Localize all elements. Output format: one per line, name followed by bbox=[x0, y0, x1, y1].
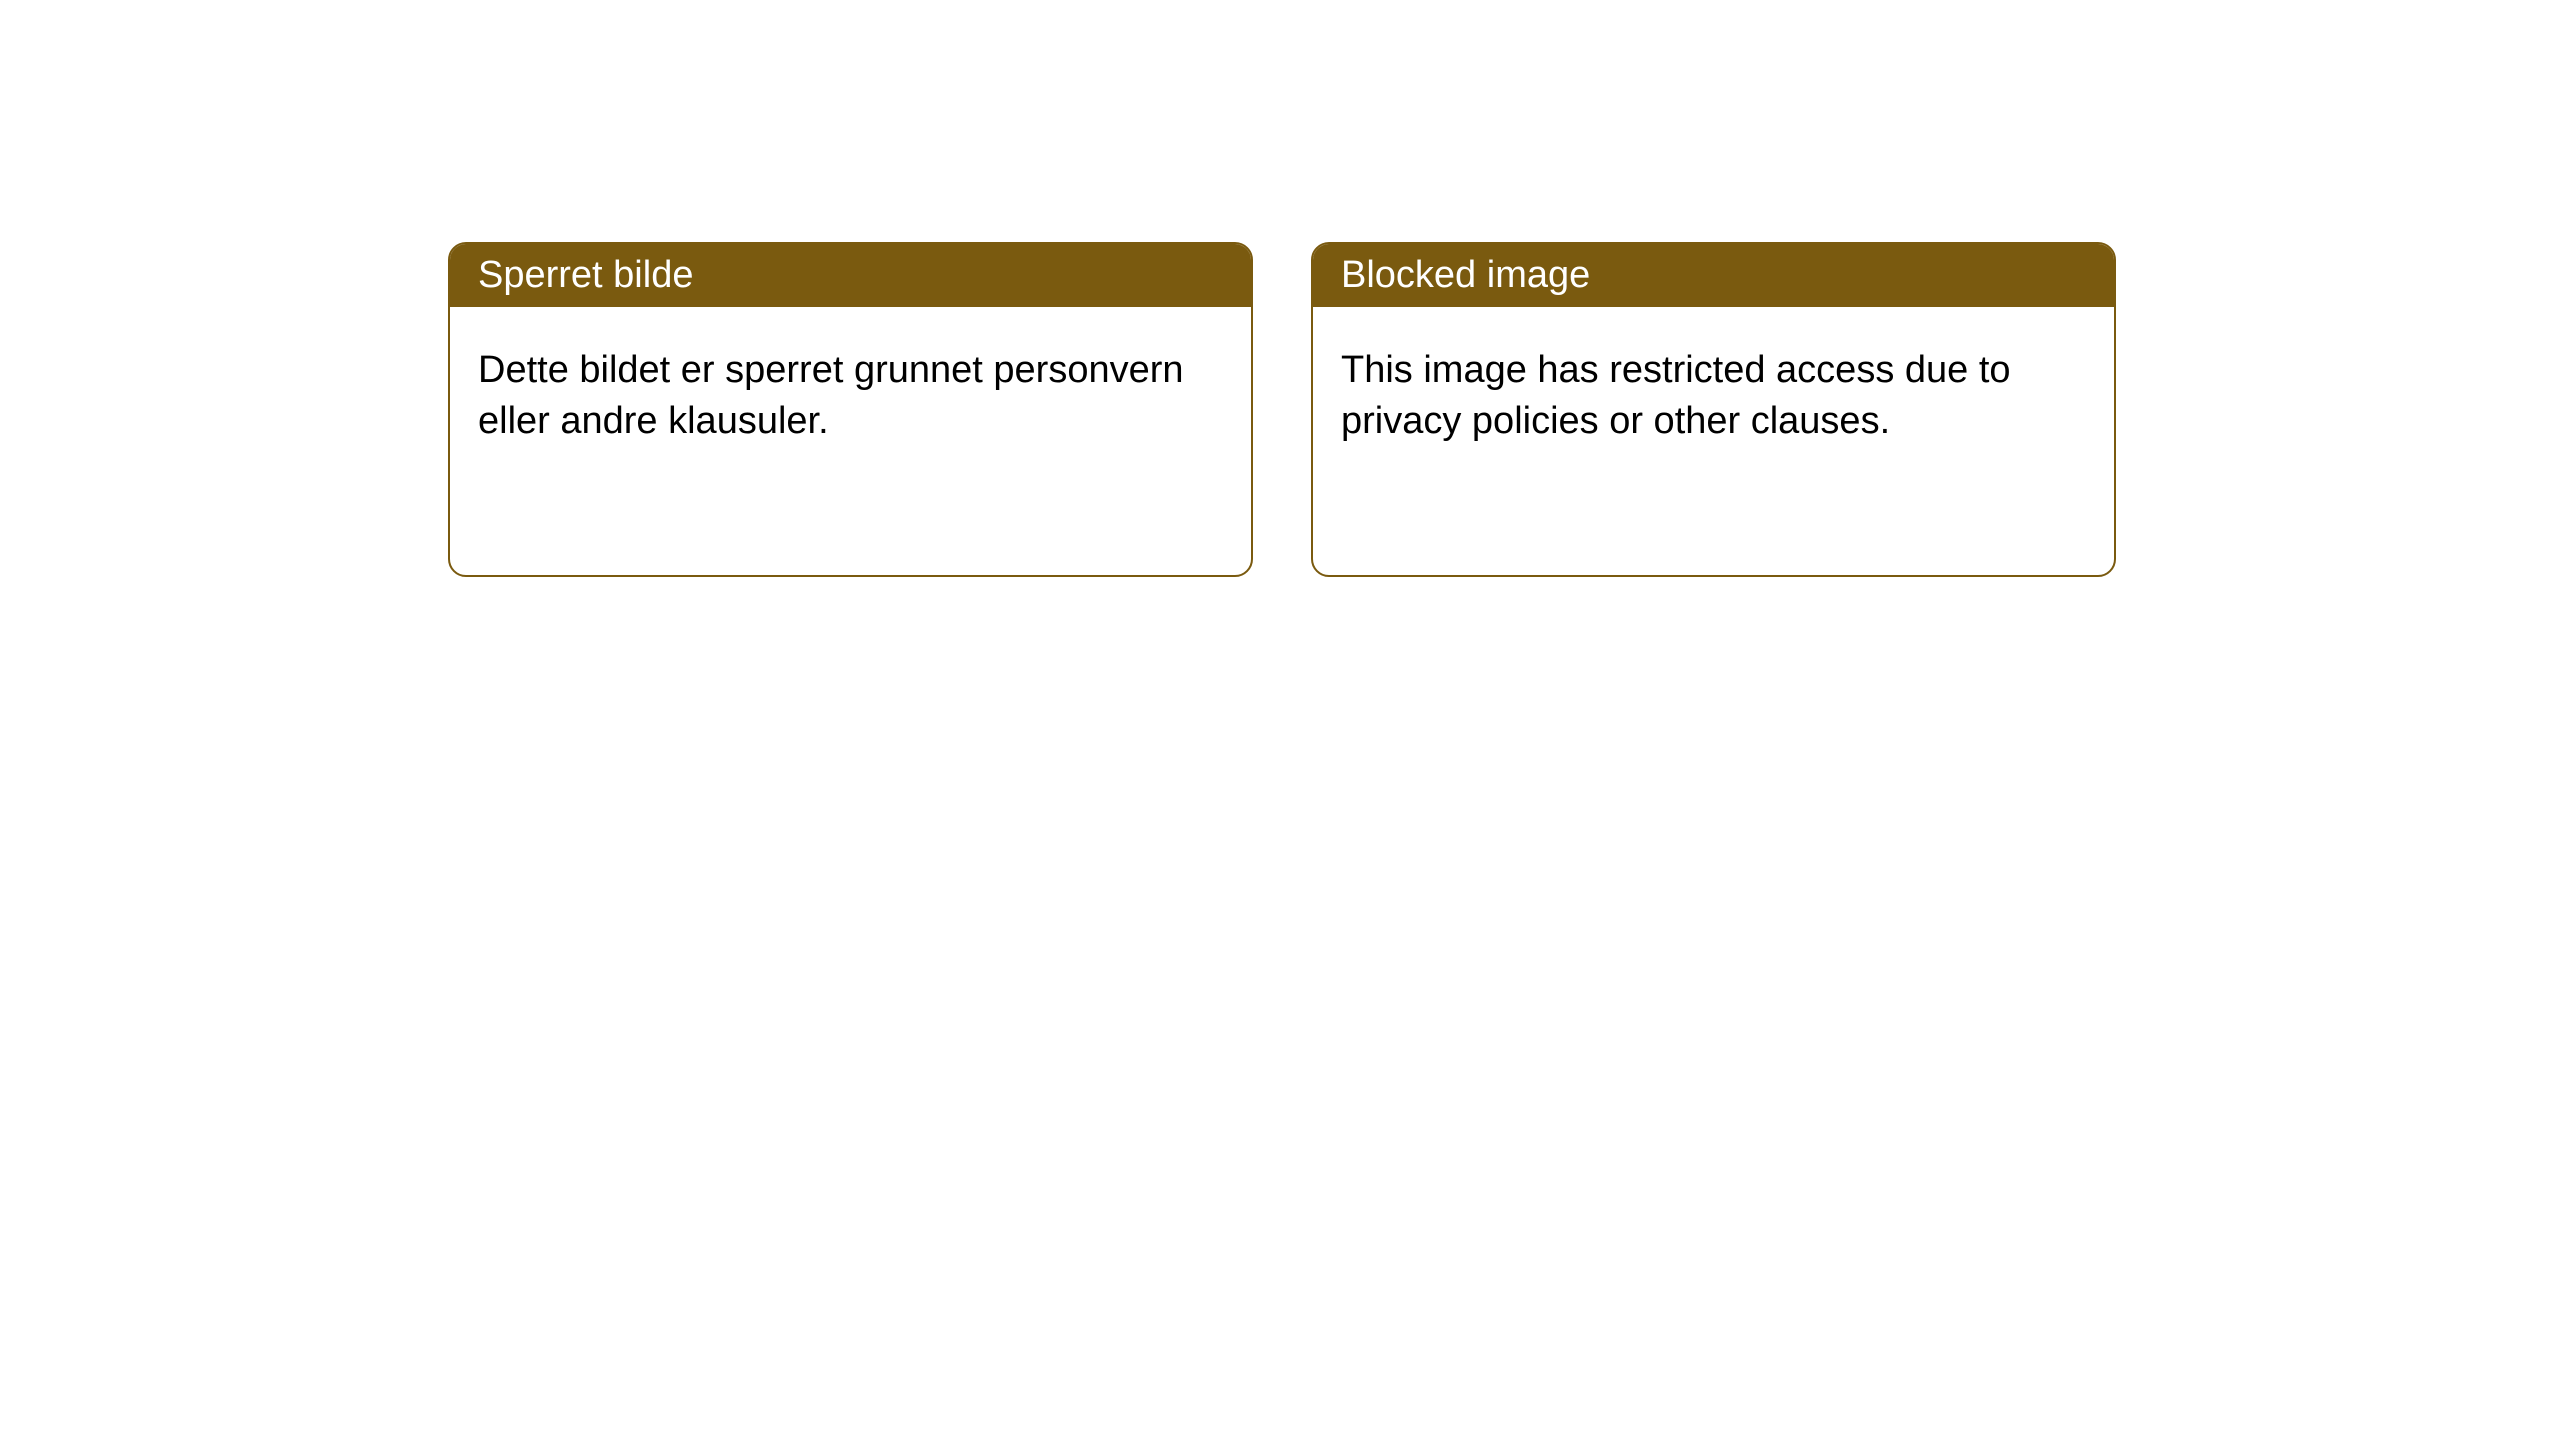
card-title: Blocked image bbox=[1341, 254, 1590, 296]
card-body: Dette bildet er sperret grunnet personve… bbox=[450, 307, 1251, 486]
card-header: Blocked image bbox=[1313, 244, 2114, 307]
card-header: Sperret bilde bbox=[450, 244, 1251, 307]
card-body-text: Dette bildet er sperret grunnet personve… bbox=[478, 349, 1184, 442]
card-title: Sperret bilde bbox=[478, 254, 693, 296]
blocked-image-card-no: Sperret bilde Dette bildet er sperret gr… bbox=[448, 242, 1253, 577]
card-body: This image has restricted access due to … bbox=[1313, 307, 2114, 486]
card-body-text: This image has restricted access due to … bbox=[1341, 349, 2011, 442]
card-container: Sperret bilde Dette bildet er sperret gr… bbox=[0, 0, 2560, 577]
blocked-image-card-en: Blocked image This image has restricted … bbox=[1311, 242, 2116, 577]
